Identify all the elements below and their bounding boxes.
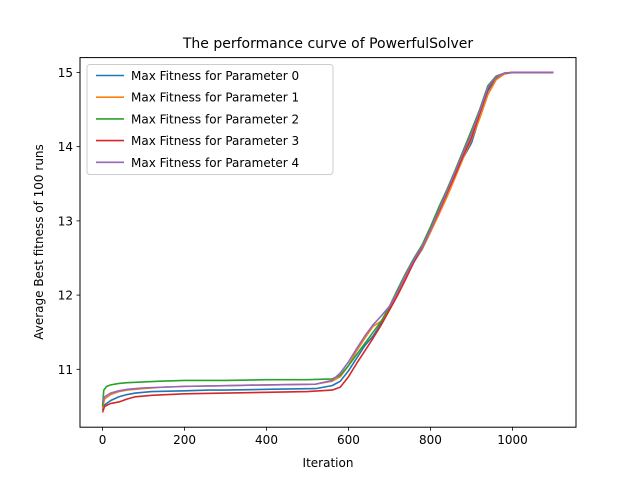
legend-label-parameter-4: Max Fitness for Parameter 4	[131, 156, 299, 170]
x-tick-label: 400	[255, 433, 278, 447]
x-tick-label: 0	[99, 433, 107, 447]
y-tick-label: 12	[58, 289, 73, 303]
chart-title: The performance curve of PowerfulSolver	[182, 36, 473, 52]
x-tick-label: 200	[173, 433, 196, 447]
y-tick-label: 15	[58, 66, 73, 80]
y-tick-label: 13	[58, 214, 73, 228]
y-axis-ticks: 11 12 13 14 15	[58, 66, 80, 377]
series-line-parameter-4	[101, 71, 554, 403]
x-tick-label: 600	[337, 433, 360, 447]
series-line-parameter-0	[101, 71, 554, 411]
legend-label-parameter-3: Max Fitness for Parameter 3	[131, 134, 299, 148]
y-axis-label: Average Best fitness of 100 runs	[32, 144, 46, 340]
legend-label-parameter-0: Max Fitness for Parameter 0	[131, 69, 299, 83]
series-line-parameter-2	[101, 71, 554, 407]
legend-label-parameter-1: Max Fitness for Parameter 1	[131, 91, 299, 105]
x-tick-label: 800	[419, 433, 442, 447]
legend-box	[86, 64, 334, 175]
legend-label-parameter-2: Max Fitness for Parameter 2	[131, 112, 299, 126]
plot-frame	[79, 57, 577, 428]
series-lines	[101, 71, 554, 413]
y-tick-label: 14	[58, 140, 73, 154]
y-tick-label: 11	[58, 363, 73, 377]
x-axis-ticks: 0 200 400 600 800 1000	[99, 427, 528, 447]
legend: Max Fitness for Parameter 0 Max Fitness f…	[86, 64, 334, 175]
series-line-parameter-3	[101, 71, 554, 413]
x-axis-label: Iteration	[303, 456, 354, 470]
x-tick-label: 1000	[497, 433, 528, 447]
